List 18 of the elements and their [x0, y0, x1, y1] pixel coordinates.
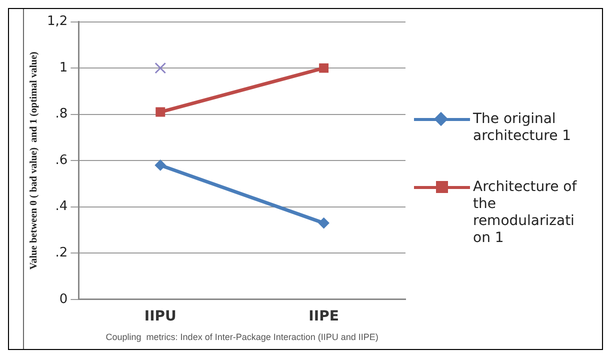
y-axis-title: Value between 0 ( bad value) and 1 (optimal value) [28, 52, 40, 270]
point [154, 62, 166, 74]
legend-label: The original architecture 1 [473, 111, 572, 145]
y-tick-label: 1,2 [46, 14, 68, 30]
point [156, 107, 166, 117]
x-tick-label: IIPE [308, 308, 339, 324]
y-tick-label: .8 [55, 106, 68, 122]
legend-label: Architecture of the remodularization 1 [473, 179, 578, 247]
y-tick-label: .4 [55, 199, 68, 214]
y-tick-label: 1 [59, 60, 68, 76]
y-tick-label: 0 [59, 292, 68, 307]
y-tick-label: .6 [55, 152, 68, 168]
point [319, 63, 329, 73]
x-axis-title: Coupling metrics: Index of Inter-Package Interaction (IIPU and IIPE) [106, 332, 378, 342]
x-tick-label: IIPU [144, 308, 176, 324]
point [154, 160, 166, 171]
y-tick-label: .2 [55, 246, 68, 261]
point [318, 218, 330, 229]
